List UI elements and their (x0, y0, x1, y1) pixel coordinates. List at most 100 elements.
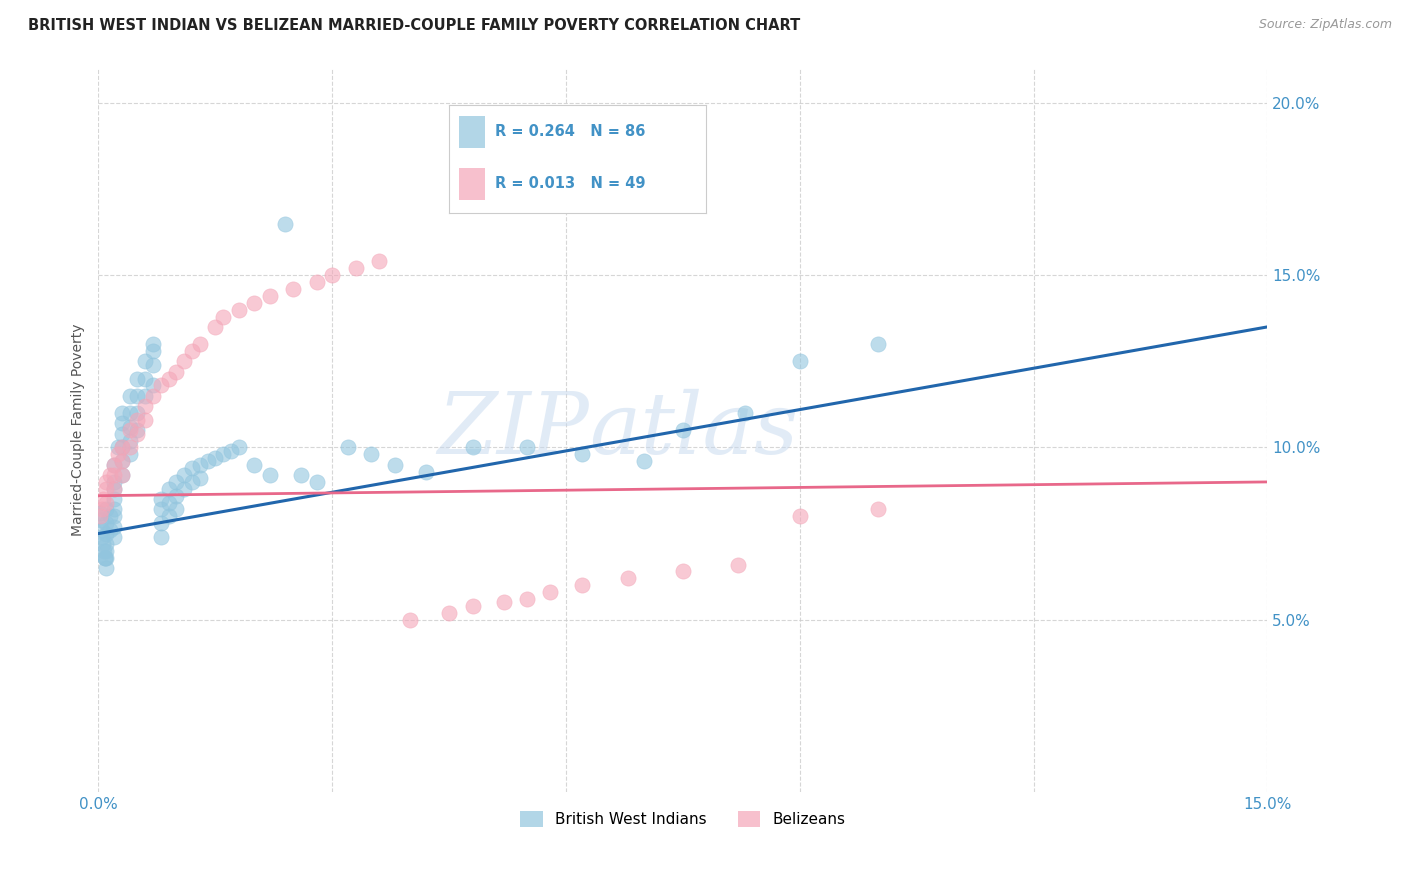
Point (274, 217, 297, 231)
Point (91, 530, 114, 544)
Point (118, 389, 141, 403)
Point (134, 354, 156, 368)
Point (228, 441, 250, 455)
Point (149, 502, 172, 516)
Point (461, 441, 484, 455)
Point (149, 530, 172, 544)
Point (111, 406, 134, 420)
Point (461, 599, 484, 613)
Point (157, 371, 180, 385)
Text: BRITISH WEST INDIAN VS BELIZEAN MARRIED-COUPLE FAMILY POVERTY CORRELATION CHART: BRITISH WEST INDIAN VS BELIZEAN MARRIED-… (28, 18, 800, 33)
Point (149, 492, 172, 507)
Legend: British West Indians, Belizeans: British West Indians, Belizeans (513, 804, 853, 835)
Point (90, 513, 112, 527)
Point (204, 319, 226, 334)
Point (336, 441, 359, 455)
Point (344, 261, 367, 276)
Point (305, 275, 328, 289)
Point (107, 441, 129, 455)
Point (103, 482, 125, 496)
Point (118, 406, 141, 420)
Point (111, 454, 134, 468)
Point (399, 613, 422, 627)
Point (157, 509, 180, 524)
Point (94, 550, 117, 565)
Point (789, 354, 811, 368)
Point (103, 530, 125, 544)
Point (727, 558, 749, 572)
Point (734, 406, 756, 420)
Point (368, 254, 391, 268)
Point (157, 482, 180, 496)
Point (212, 447, 235, 461)
Point (142, 337, 165, 351)
Point (789, 509, 811, 524)
Point (437, 606, 460, 620)
Point (127, 426, 149, 441)
Point (173, 468, 195, 483)
Point (103, 458, 125, 472)
Point (283, 282, 305, 296)
Point (290, 468, 312, 483)
Point (142, 344, 165, 359)
Point (134, 371, 156, 385)
Point (188, 458, 211, 472)
Point (165, 365, 187, 379)
Point (118, 434, 141, 448)
Point (259, 289, 281, 303)
Point (111, 441, 134, 455)
Point (617, 571, 640, 585)
Point (181, 475, 204, 489)
Point (89, 506, 111, 520)
Point (219, 444, 242, 458)
Point (96, 550, 118, 565)
Point (96, 502, 118, 516)
Point (540, 585, 562, 599)
Point (96, 475, 118, 489)
Point (103, 482, 125, 496)
Point (90, 502, 112, 516)
Point (103, 475, 125, 489)
Point (243, 295, 266, 310)
Point (142, 389, 165, 403)
Point (672, 423, 695, 437)
Point (98, 523, 121, 537)
Point (103, 458, 125, 472)
Point (93, 550, 115, 565)
Point (103, 519, 125, 533)
Point (91, 492, 114, 507)
Point (96, 516, 118, 531)
Point (91, 537, 114, 551)
Point (107, 447, 129, 461)
Point (571, 578, 593, 592)
Point (118, 419, 141, 434)
Point (157, 495, 180, 509)
Point (96, 537, 118, 551)
Point (89, 509, 111, 524)
Point (127, 389, 149, 403)
Point (360, 447, 382, 461)
Point (181, 461, 204, 475)
Point (98, 468, 121, 483)
Point (197, 454, 219, 468)
Point (103, 492, 125, 507)
Point (672, 565, 695, 579)
Point (93, 544, 115, 558)
Point (96, 482, 118, 496)
Point (173, 354, 195, 368)
Point (142, 378, 165, 392)
Point (305, 475, 328, 489)
Point (866, 337, 889, 351)
Point (96, 544, 118, 558)
Point (571, 447, 593, 461)
Point (165, 475, 187, 489)
Point (516, 441, 538, 455)
Point (165, 489, 187, 503)
Point (321, 268, 343, 283)
Point (204, 450, 226, 465)
Point (188, 471, 211, 485)
Point (492, 595, 515, 609)
Point (134, 389, 156, 403)
Y-axis label: Married-Couple Family Poverty: Married-Couple Family Poverty (72, 324, 86, 536)
Point (149, 378, 172, 392)
